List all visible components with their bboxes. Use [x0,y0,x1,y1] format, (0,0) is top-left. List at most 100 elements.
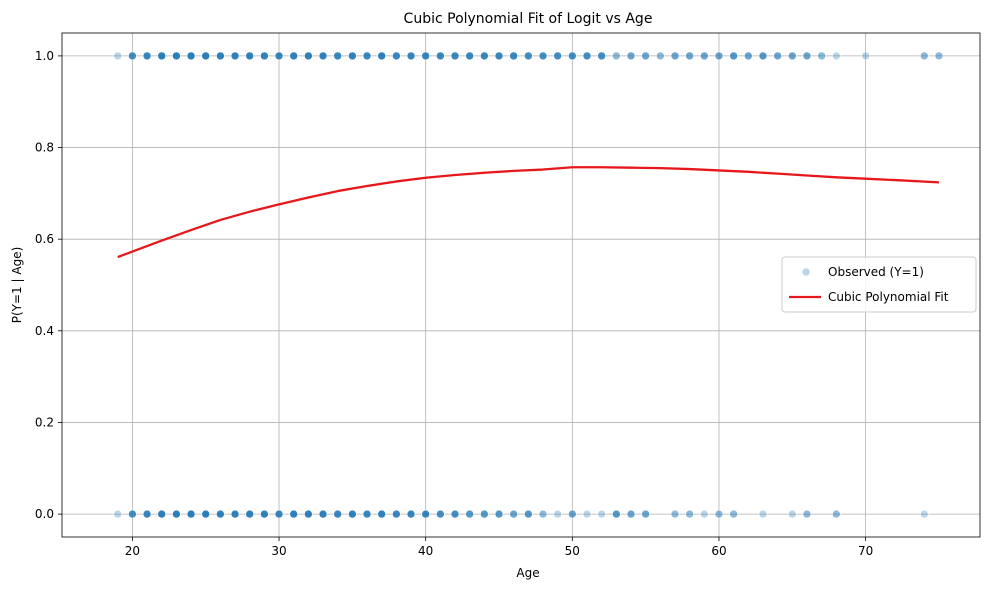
scatter-point [670,51,680,61]
scatter-point [304,509,313,519]
scatter-point [494,51,504,61]
scatter-point [612,509,621,519]
fit-line-layer [117,166,939,259]
scatter-point [758,509,768,519]
scatter-point [670,509,680,519]
legend: Observed (Y=1) Cubic Polynomial Fit [781,256,977,313]
scatter-point [362,51,372,61]
scatter-point [700,51,709,61]
scatter-point [480,509,489,519]
scatter-point [919,51,929,61]
scatter-point [480,51,489,61]
plot-frame [61,32,981,538]
scatter-point [700,509,709,519]
scatter-point [289,51,298,61]
scatter-point [128,509,137,519]
scatter-point [186,51,196,61]
x-tick-label: 20 [125,544,140,558]
y-tick-label: 0.0 [35,507,54,521]
scatter-point [142,509,152,519]
scatter-point [817,51,826,61]
legend-label-observed: Observed (Y=1) [828,265,924,279]
x-tick-label: 50 [565,544,580,558]
scatter-point [465,509,474,519]
scatter-point [113,51,123,61]
scatter-point [230,51,240,61]
scatter-point [318,51,328,61]
scatter-point [509,509,518,519]
scatter-point [641,509,650,519]
x-tick-label: 30 [271,544,286,558]
scatter-point [656,51,665,61]
scatter-point [450,509,460,519]
scatter-point [274,509,284,519]
scatter-point [186,509,196,519]
scatter-point [436,51,445,61]
scatter-point [128,51,137,61]
scatter-point [406,509,416,519]
scatter-point [553,509,562,519]
scatter-point [787,51,797,61]
legend-marker-observed [801,267,811,277]
scatter-point [597,51,606,61]
scatter-point [582,51,592,61]
scatter-point [861,51,870,61]
scatter-point [685,51,694,61]
scatter-point [201,51,211,61]
scatter-point [729,51,738,61]
scatter-point [626,509,636,519]
scatter-point [172,509,181,519]
scatter-point [597,509,606,519]
scatter-point [553,51,562,61]
scatter-points [113,51,944,519]
y-tick-label: 0.8 [35,141,54,155]
scatter-point [509,51,518,61]
scatter-point [421,509,430,519]
scatter-point [612,51,621,61]
x-tick-label: 60 [711,544,726,558]
x-axis-label: Age [516,566,539,580]
scatter-point [524,509,533,519]
scatter-point [274,51,284,61]
scatter-point [142,51,152,61]
scatter-point [934,51,944,61]
legend-label-fit: Cubic Polynomial Fit [828,290,949,304]
scatter-point [113,509,123,519]
scatter-point [582,509,592,519]
fit-line [117,166,939,259]
scatter-point [260,509,269,519]
scatter-point [260,51,269,61]
chart-title: Cubic Polynomial Fit of Logit vs Age [404,11,653,27]
scatter-point [304,51,313,61]
scatter-point [201,509,211,519]
scatter-point [773,51,782,61]
scatter-point [450,51,460,61]
x-tick-label: 70 [858,544,873,558]
scatter-point [758,51,768,61]
scatter-point [802,51,812,61]
y-axis-label: P(Y=1 | Age) [10,247,24,324]
scatter-point [348,509,357,519]
scatter-point [729,509,738,519]
y-tick-label: 0.2 [35,415,54,429]
scatter-point [568,509,577,519]
scatter-point [333,509,342,519]
scatter-point [787,509,797,519]
scatter-point [919,509,929,519]
scatter-point [744,51,753,61]
scatter-point [245,51,255,61]
scatter-point [421,51,430,61]
scatter-point [626,51,636,61]
scatter-point [362,509,372,519]
scatter-point [568,51,577,61]
scatter-point [641,51,650,61]
scatter-point [348,51,357,61]
scatter-point [216,509,225,519]
scatter-point [172,51,181,61]
scatter-point [436,509,445,519]
scatter-point [392,509,401,519]
scatter-point [392,51,401,61]
legend-box [781,256,977,313]
y-tick-label: 0.6 [35,232,54,246]
